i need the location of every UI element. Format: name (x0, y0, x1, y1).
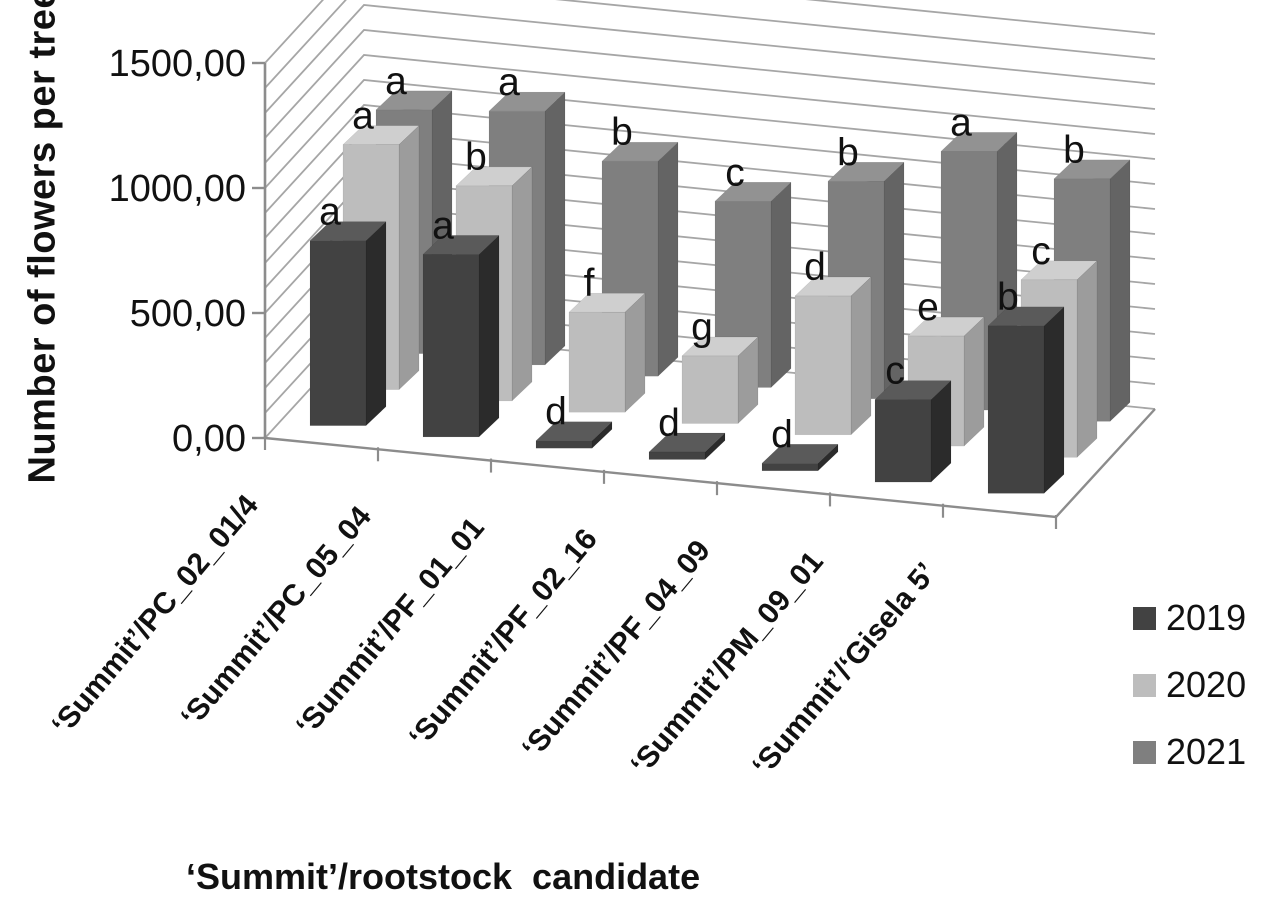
legend-swatch-2021 (1133, 740, 1156, 764)
svg-text:a: a (498, 61, 520, 104)
svg-text:b: b (837, 131, 859, 174)
chart-legend: 2019 2020 2021 (1133, 600, 1246, 770)
legend-item-2021: 2021 (1133, 734, 1246, 770)
y-axis-title: Number of flowers per tree (21, 0, 64, 484)
legend-item-2019: 2019 (1133, 600, 1246, 636)
svg-text:a: a (352, 95, 374, 138)
legend-swatch-2019 (1133, 606, 1156, 630)
svg-text:c: c (1031, 230, 1051, 273)
svg-text:500,00: 500,00 (130, 293, 246, 335)
svg-text:1000,00: 1000,00 (109, 168, 246, 210)
svg-text:b: b (611, 111, 633, 154)
svg-text:1500,00: 1500,00 (109, 43, 246, 85)
svg-text:c: c (725, 151, 745, 194)
x-axis-title: ‘Summit’/rootstock candidate (186, 856, 701, 897)
svg-text:a: a (950, 101, 972, 144)
svg-text:d: d (545, 391, 567, 434)
svg-text:a: a (432, 204, 454, 247)
svg-text:d: d (658, 402, 680, 445)
svg-text:a: a (385, 60, 407, 103)
svg-text:e: e (917, 286, 939, 329)
legend-label-2020: 2020 (1166, 664, 1247, 705)
legend-swatch-2020 (1133, 673, 1156, 697)
legend-item-2020: 2020 (1133, 667, 1246, 703)
svg-text:0,00: 0,00 (172, 418, 246, 460)
svg-text:b: b (465, 136, 487, 179)
svg-text:d: d (771, 413, 793, 456)
svg-text:g: g (691, 306, 713, 349)
svg-text:‘Summit’/PC_02_01/4: ‘Summit’/PC_02_01/4 (46, 489, 265, 742)
svg-text:c: c (885, 350, 905, 393)
svg-text:f: f (584, 262, 595, 305)
svg-text:b: b (1063, 129, 1085, 172)
legend-label-2019: 2019 (1166, 597, 1247, 638)
svg-text:b: b (997, 276, 1019, 319)
svg-text:a: a (319, 191, 341, 234)
legend-label-2021: 2021 (1166, 731, 1247, 772)
svg-text:d: d (804, 246, 826, 289)
